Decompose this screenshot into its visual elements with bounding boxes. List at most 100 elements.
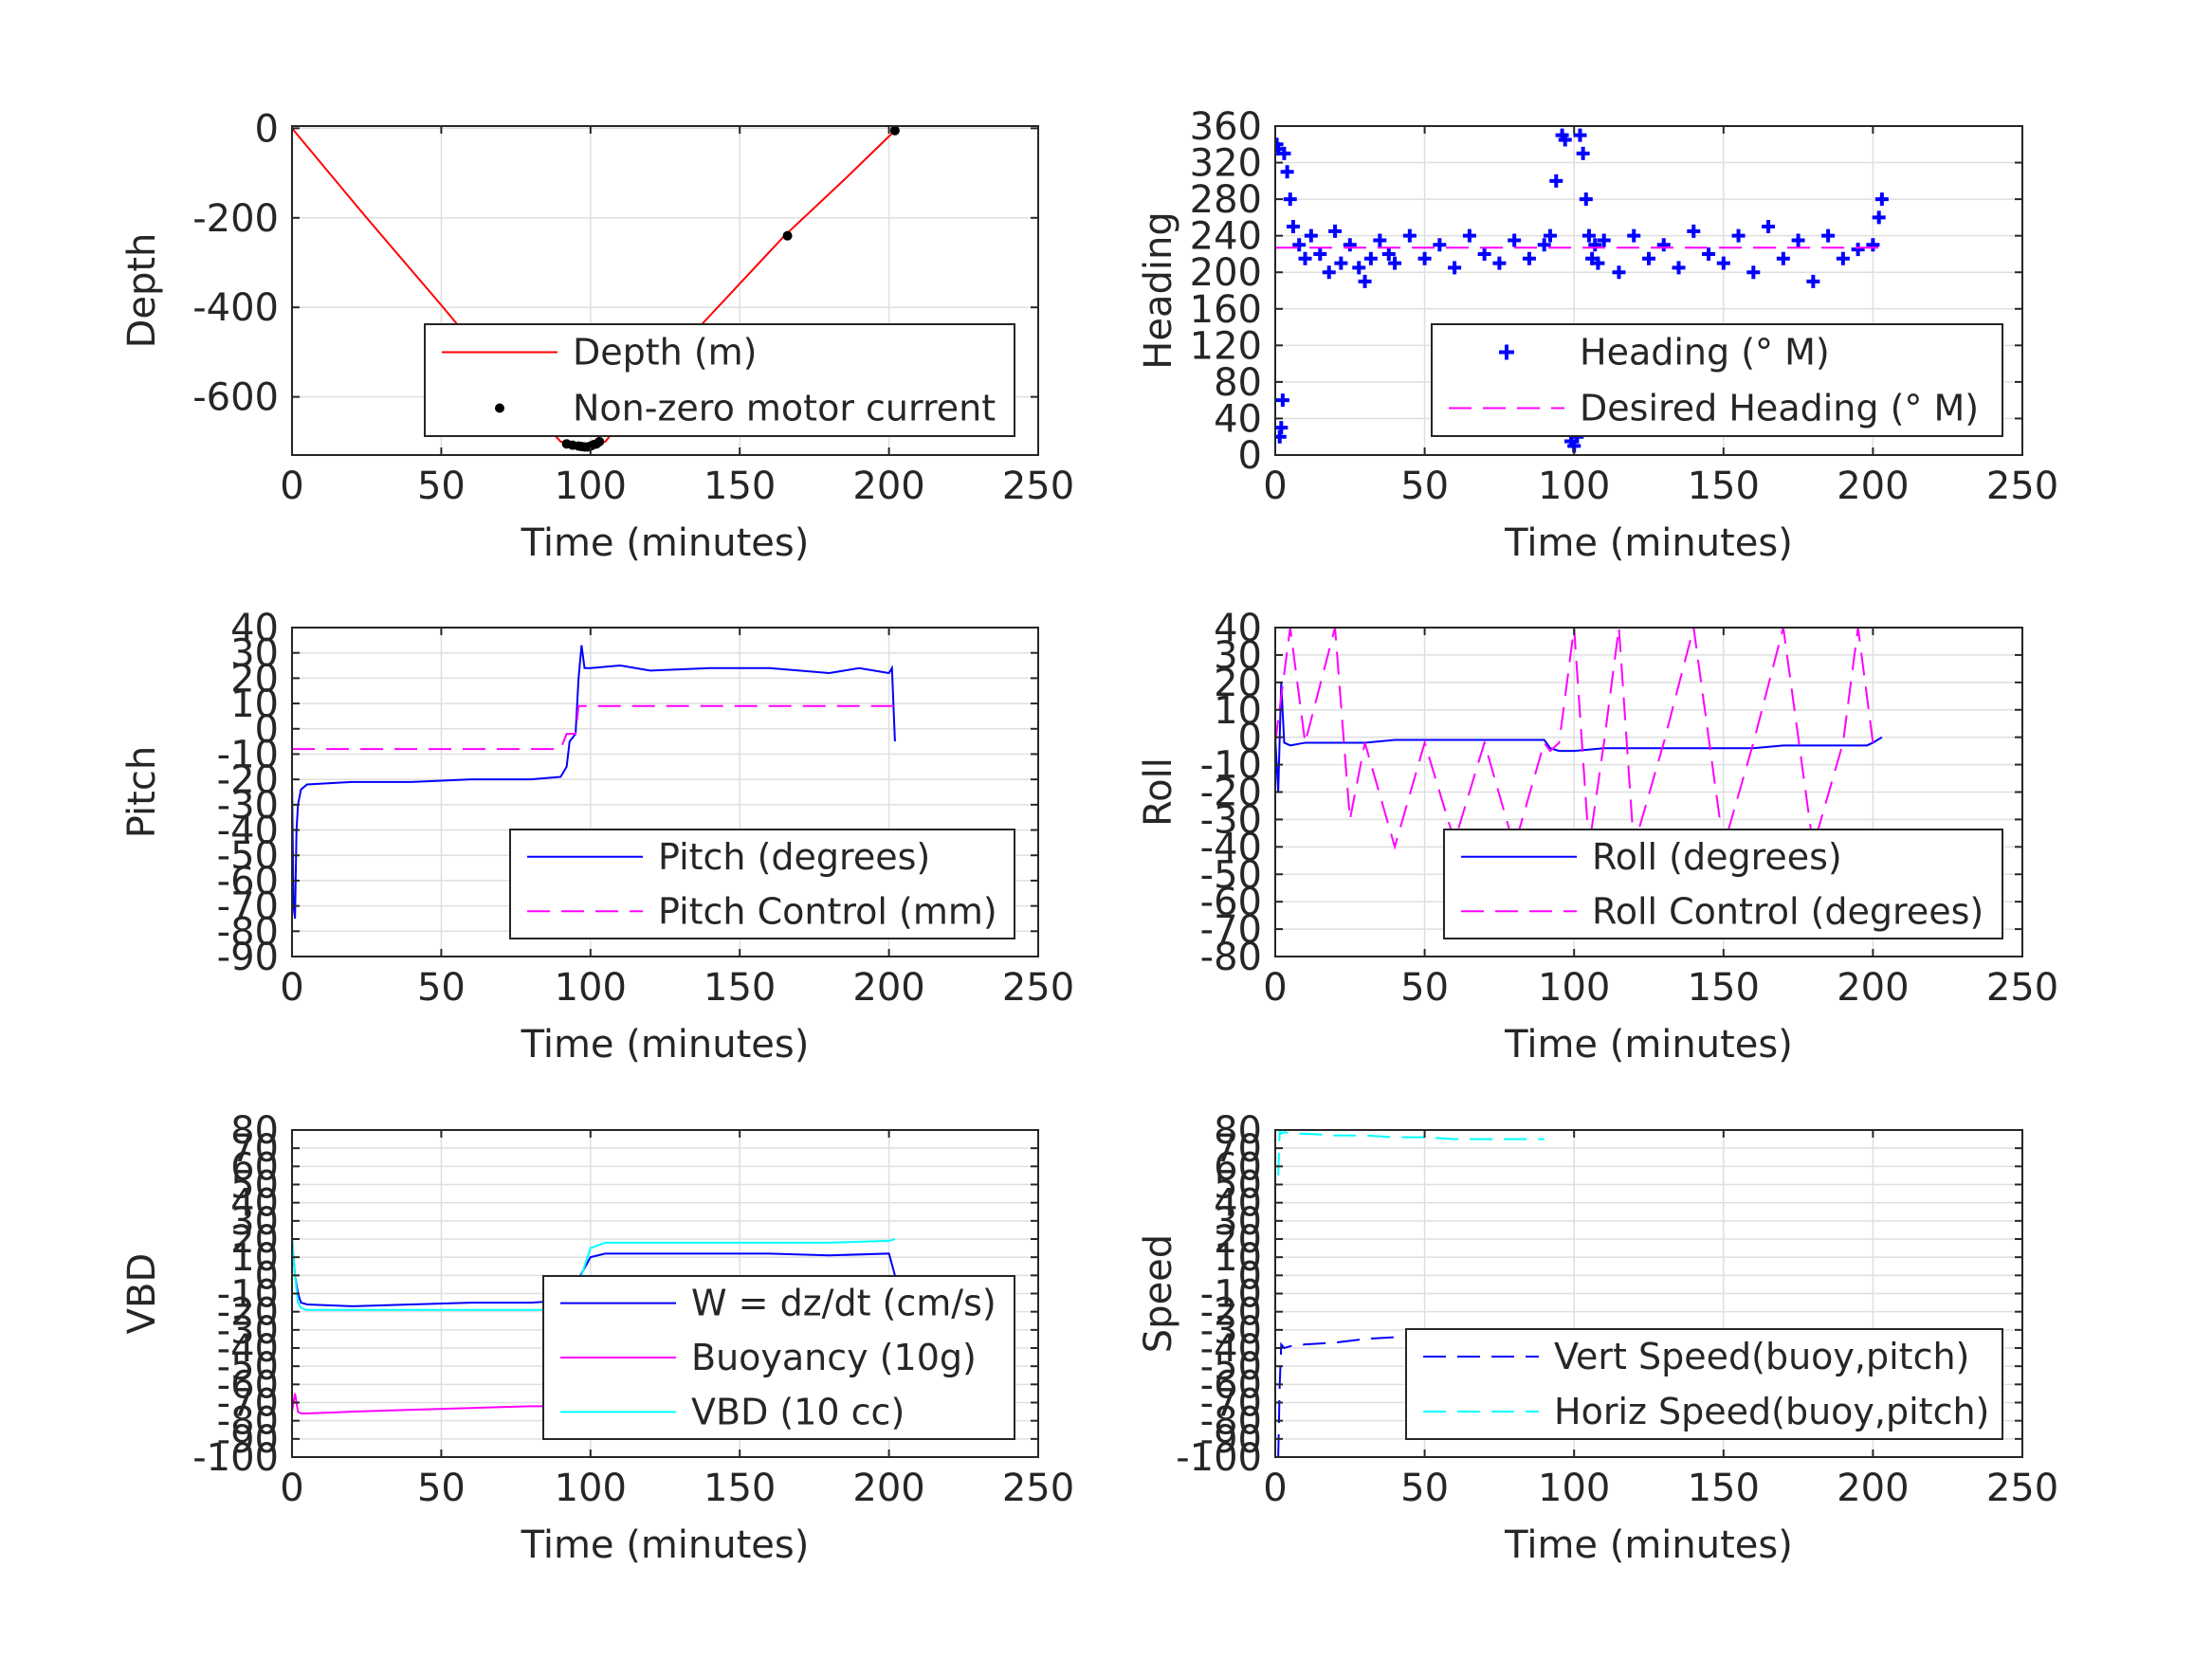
x-tick-label: 100 (555, 1467, 627, 1510)
legend-label: Desired Heading (° M) (1580, 388, 1979, 429)
y-tick-label: 70 (1214, 1127, 1262, 1171)
data-point (1627, 228, 1641, 243)
y-tick-label: 120 (1190, 324, 1262, 368)
data-point (1791, 233, 1805, 247)
data-point (1612, 265, 1626, 280)
x-tick-label: 200 (852, 1467, 924, 1510)
x-tick-label: 50 (1400, 1467, 1449, 1510)
data-point (1866, 238, 1880, 252)
legend-box (1431, 323, 2003, 437)
y-tick-label: -40 (217, 1327, 279, 1371)
y-tick-label: -50 (1200, 853, 1262, 897)
y-tick-label: 40 (1214, 1182, 1262, 1226)
y-tick-label: -90 (217, 1418, 279, 1462)
y-tick-label: -600 (192, 376, 279, 420)
x-tick-label: 0 (1263, 465, 1287, 508)
x-tick-label: 150 (1688, 465, 1760, 508)
y-tick-label: 10 (230, 683, 279, 726)
x-tick-label: 0 (1263, 966, 1287, 1010)
y-tick-label: 0 (1238, 1254, 1262, 1298)
data-point (1872, 210, 1886, 225)
x-tick-label: 50 (1400, 465, 1449, 508)
data-point (1762, 220, 1776, 234)
y-tick-label: -10 (217, 1273, 279, 1317)
legend-label: Non-zero motor current (573, 388, 996, 429)
x-axis-label: Time (minutes) (521, 1023, 810, 1066)
data-point (1358, 274, 1372, 288)
x-tick-label: 250 (1002, 966, 1074, 1010)
data-point (1687, 224, 1701, 238)
y-tick-label: 40 (1214, 397, 1262, 441)
data-point (1746, 265, 1761, 280)
y-tick-label: 80 (1214, 361, 1262, 405)
data-point (594, 436, 605, 447)
x-tick-label: 0 (1263, 1467, 1287, 1510)
x-tick-label: 200 (1837, 1467, 1909, 1510)
y-tick-label: -10 (217, 733, 279, 776)
y-tick-label: 360 (1190, 105, 1262, 149)
y-tick-label: 240 (1190, 215, 1262, 259)
y-tick-label: 80 (1214, 1109, 1262, 1153)
x-tick-label: 250 (1002, 1467, 1074, 1510)
y-axis-label: Depth (120, 233, 164, 349)
x-tick-label: 50 (417, 1467, 466, 1510)
data-point (1304, 228, 1318, 243)
data-point (1776, 251, 1790, 265)
x-axis-label: Time (minutes) (1504, 1023, 1793, 1066)
x-tick-label: 150 (704, 465, 776, 508)
chart-pitch: 0 50 100 150 200 250403020100-10-20-30-40-50-… (120, 607, 1074, 1066)
legend-swatch (1499, 344, 1514, 360)
data-point (1576, 146, 1590, 160)
x-tick-label: 100 (1538, 465, 1610, 508)
legend-label: Depth (m) (573, 332, 758, 374)
legend: Depth (m) Non-zero motor current (424, 323, 1015, 437)
x-axis-label: Time (minutes) (1504, 1523, 1793, 1567)
y-tick-label: 80 (230, 1109, 279, 1153)
y-tick-label: 50 (230, 1164, 279, 1208)
data-point (1417, 251, 1432, 265)
y-tick-label: 60 (230, 1145, 279, 1189)
chart-vbd: 0 50 100 150 200 25080706050403020100-10-20-3… (120, 1109, 1074, 1567)
y-tick-label: -70 (1200, 908, 1262, 952)
data-point (1433, 238, 1447, 252)
x-axis-label: Time (minutes) (521, 1523, 810, 1567)
x-tick-label: 150 (704, 1467, 776, 1510)
data-point (1874, 192, 1889, 207)
y-tick-label: -30 (1200, 1309, 1262, 1353)
y-tick-label: -90 (217, 936, 279, 979)
y-tick-label: 30 (230, 632, 279, 676)
data-point (1549, 173, 1563, 188)
x-tick-label: 200 (852, 966, 924, 1010)
x-tick-label: 150 (1688, 966, 1760, 1010)
chart-heading: 0 50 100 150 200 2500408012016020024028032036… (1137, 105, 2058, 565)
data-point (1591, 256, 1605, 270)
y-axis-label: Pitch (120, 746, 164, 838)
y-tick-label: -50 (217, 834, 279, 878)
y-tick-label: -10 (1200, 744, 1262, 788)
series-line-0 (1275, 682, 1883, 793)
data-point (1642, 251, 1655, 265)
legend-label: Vert Speed(buoy,pitch) (1554, 1336, 1969, 1377)
y-tick-label: -60 (217, 860, 279, 903)
x-tick-label: 100 (555, 966, 627, 1010)
data-point (1286, 220, 1300, 234)
y-tick-label: 60 (1214, 1145, 1262, 1189)
y-tick-label: 10 (230, 1236, 279, 1280)
x-tick-label: 150 (1688, 1467, 1760, 1510)
data-point (1851, 243, 1865, 257)
y-tick-label: -100 (1176, 1436, 1262, 1480)
y-tick-label: 30 (1214, 634, 1262, 678)
data-point (1821, 228, 1836, 243)
legend-label: Heading (° M) (1580, 332, 1830, 374)
chart-depth: 0 50 100 150 200 250 0 -200 -400 -600 Time (minute… (120, 107, 1074, 565)
x-tick-label: 0 (280, 465, 303, 508)
plot-area (292, 126, 900, 452)
series-line-0 (292, 645, 896, 920)
y-tick-label: 40 (1214, 607, 1262, 650)
y-axis-label: Roll (1137, 757, 1180, 827)
y-tick-label: 30 (1214, 1200, 1262, 1244)
legend-box (424, 323, 1015, 437)
legend-swatch (495, 403, 504, 413)
data-point (1492, 256, 1507, 270)
data-point (1313, 246, 1327, 261)
